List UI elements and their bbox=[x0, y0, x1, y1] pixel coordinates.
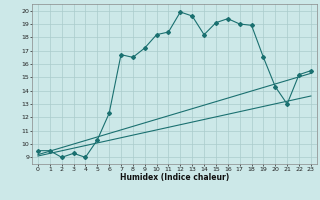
X-axis label: Humidex (Indice chaleur): Humidex (Indice chaleur) bbox=[120, 173, 229, 182]
